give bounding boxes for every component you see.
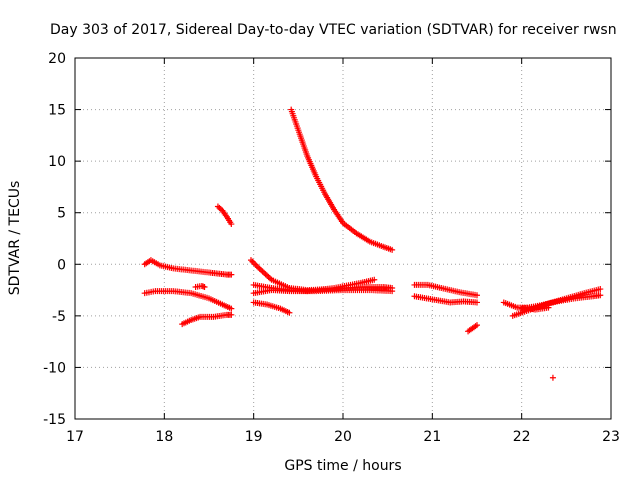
data-point [389,288,396,295]
x-tick-label: 20 [334,429,352,445]
data-point [256,265,263,272]
y-tick-label: -15 [43,412,66,428]
data-point [228,221,235,228]
data-point [474,292,480,299]
data-point [597,286,604,293]
data-point [228,305,235,312]
x-tick-label: 21 [423,429,441,445]
x-tick-label: 17 [66,429,84,445]
y-tick-label: -10 [43,360,66,376]
data-point [265,274,272,281]
x-axis-label: GPS time / hours [284,458,401,474]
data-point [264,272,271,279]
y-tick-label: 15 [48,103,66,119]
data-point [250,260,257,267]
x-tick-label: 19 [245,429,263,445]
y-tick-label: 20 [48,51,66,67]
y-tick-label: 10 [48,154,66,170]
data-point [228,311,235,318]
data-point [201,283,208,290]
axis-ticks: 17 18 19 20 21 22 23 -15 -10 -5 0 5 10 15 20 [43,51,620,445]
data-point [249,258,256,265]
data-point [261,269,268,276]
plot-frame [74,57,612,420]
data-point [228,271,235,278]
data-point [597,292,604,299]
data-point [214,203,221,210]
data-point [549,374,556,381]
data-point [474,322,480,329]
y-tick-label: 0 [57,257,66,273]
data-point [258,267,265,274]
data-points [141,106,604,381]
x-tick-label: 18 [155,429,173,445]
data-point [247,257,254,264]
data-point [389,246,396,253]
x-tick-label: 22 [513,429,531,445]
y-tick-label: 5 [57,206,66,222]
data-point [259,268,266,275]
data-point [216,204,223,211]
data-point [371,276,378,283]
data-point [286,309,293,316]
y-tick-label: -5 [52,309,66,325]
grid [75,58,611,419]
data-point [255,264,262,271]
chart-title: Day 303 of 2017, Sidereal Day-to-day VTE… [50,22,617,38]
x-tick-label: 23 [602,429,620,445]
data-point [262,271,269,278]
data-point [253,262,260,269]
data-point [474,299,480,306]
y-axis-label: SDTVAR / TECUs [7,181,23,296]
